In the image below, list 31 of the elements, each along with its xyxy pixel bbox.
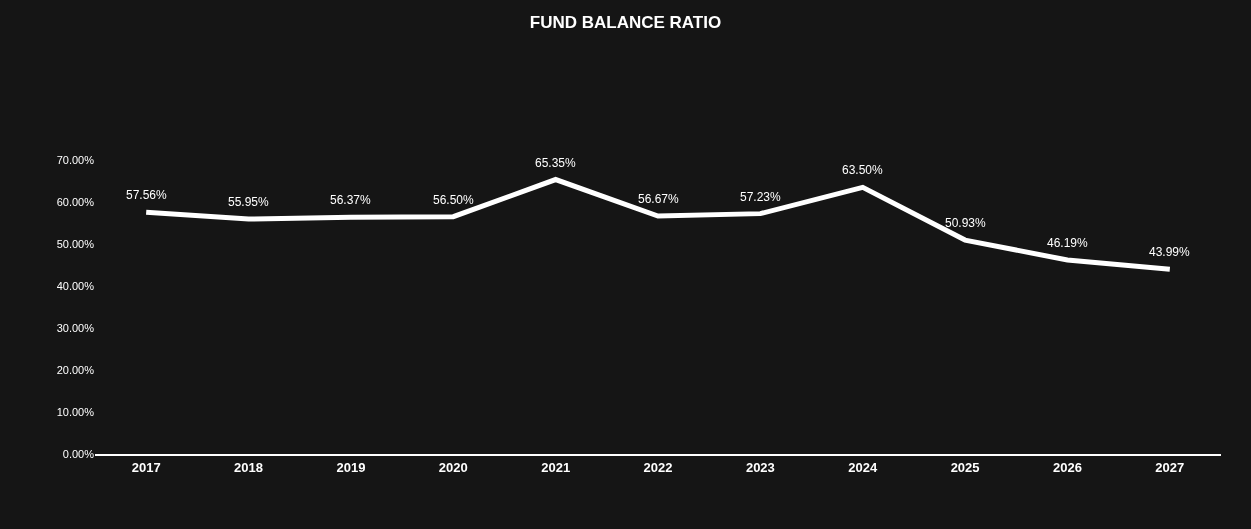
y-tick-label: 20.00% xyxy=(56,363,95,376)
text: 56.50% xyxy=(433,193,474,207)
text: 63.50% xyxy=(842,163,883,177)
x-tick-label: 2023 xyxy=(745,459,775,475)
text: 46.19% xyxy=(1047,236,1088,250)
y-tick-label: 60.00% xyxy=(56,195,95,208)
y-tick-label: 50.00% xyxy=(56,237,95,250)
x-tick-label: 2022 xyxy=(643,459,673,475)
y-tick-label: 70.00% xyxy=(56,153,95,166)
text: 56.67% xyxy=(638,192,679,206)
text: 65.35% xyxy=(535,156,576,170)
text: 50.93% xyxy=(945,216,986,230)
x-tick-label: 2020 xyxy=(438,459,468,475)
x-tick-label: 2017 xyxy=(131,459,161,475)
text: 57.56% xyxy=(126,188,167,202)
x-tick-label: 2019 xyxy=(336,459,366,475)
y-tick-label: 0.00% xyxy=(62,447,95,460)
text: 43.99% xyxy=(1149,245,1190,259)
chart-title: FUND BALANCE RATIO xyxy=(529,12,722,32)
x-tick-label: 2018 xyxy=(234,459,264,475)
text: 56.37% xyxy=(330,193,371,207)
text: 55.95% xyxy=(228,195,269,209)
text: 57.23% xyxy=(740,190,781,204)
x-tick-label: 2026 xyxy=(1052,459,1082,475)
y-tick-label: 40.00% xyxy=(56,279,95,292)
x-tick-label: 2021 xyxy=(541,459,571,475)
x-tick-label: 2025 xyxy=(950,459,980,475)
y-tick-label: 30.00% xyxy=(56,321,95,334)
x-tick-label: 2027 xyxy=(1155,459,1185,475)
y-tick-label: 10.00% xyxy=(56,405,95,418)
x-tick-label: 2024 xyxy=(848,459,878,475)
